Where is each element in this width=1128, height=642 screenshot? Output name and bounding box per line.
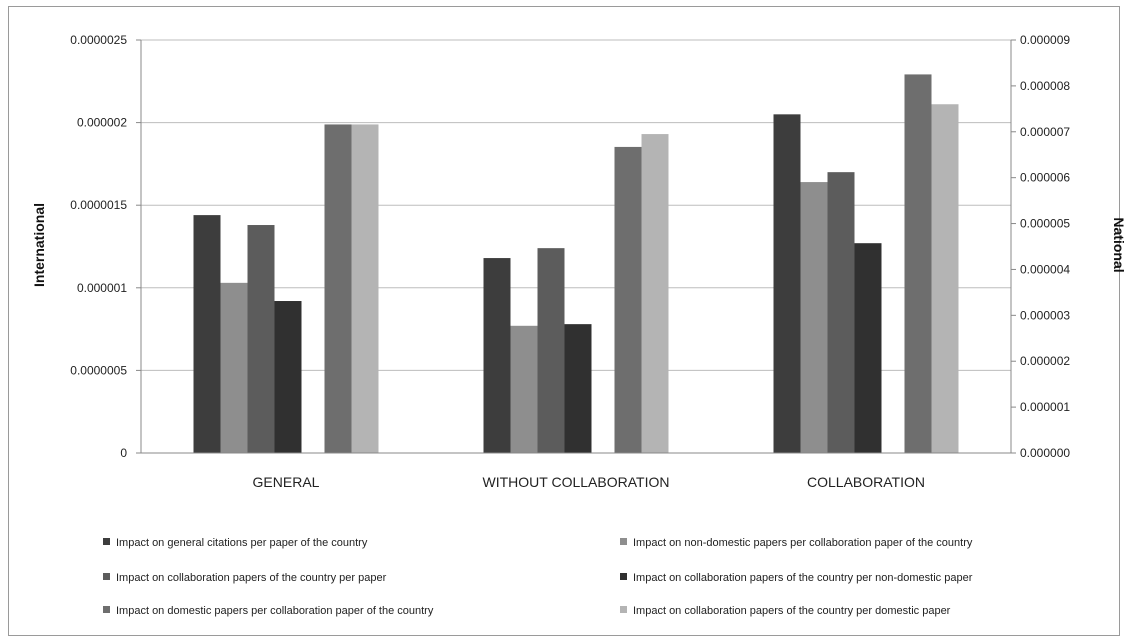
- legend-entry-label: Impact on collaboration papers of the co…: [116, 572, 387, 584]
- y-tick-label-right: 0.000009: [1020, 33, 1070, 47]
- legend-swatch: [620, 538, 627, 545]
- legend-swatch: [103, 606, 110, 613]
- bar: [274, 301, 302, 453]
- axes: 0 0.0000005 0.000001 0.0000015 0.000002 0.000…: [70, 33, 1070, 490]
- legend-entry-label: Impact on domestic papers per collaborat…: [116, 605, 434, 617]
- bar: [773, 114, 801, 453]
- y-tick-label-right: 0.000006: [1020, 171, 1070, 185]
- y-tick-label-right: 0.000004: [1020, 262, 1070, 276]
- bar: [351, 124, 379, 454]
- y-tick-label-left: 0.0000005: [70, 363, 127, 377]
- legend-swatch: [620, 573, 627, 580]
- chart-frame: [8, 6, 1120, 636]
- bar: [483, 258, 511, 453]
- legend-entry-label: Impact on collaboration papers of the co…: [633, 572, 973, 584]
- y-tick-label-left: 0: [120, 446, 127, 460]
- bar: [537, 248, 565, 453]
- y-tick-label-left: 0.0000025: [70, 33, 127, 47]
- bar: [193, 215, 221, 453]
- x-category-label: COLLABORATION: [807, 474, 925, 490]
- y-tick-label-right: 0.000005: [1020, 217, 1070, 231]
- bar: [800, 182, 828, 453]
- y-tick-label-left: 0.0000015: [70, 198, 127, 212]
- y-axis-title-left: International: [31, 203, 47, 287]
- legend-entry-label: Impact on general citations per paper of…: [116, 537, 368, 549]
- y-tick-label-left: 0.000002: [77, 116, 127, 130]
- bar: [220, 282, 248, 453]
- legend-swatch: [103, 538, 110, 545]
- y-tick-label-right: 0.000007: [1020, 125, 1070, 139]
- bar: [564, 324, 592, 453]
- y-tick-label-right: 0.000003: [1020, 308, 1070, 322]
- y-axis-title-right: National: [1111, 217, 1127, 272]
- y-tick-label-right: 0.000000: [1020, 446, 1070, 460]
- bars: [193, 74, 959, 454]
- bar: [614, 146, 642, 453]
- bar: [854, 243, 882, 453]
- legend-swatch: [620, 606, 627, 613]
- y-tick-label-right: 0.000002: [1020, 354, 1070, 368]
- legend: Impact on general citations per paper of…: [103, 537, 973, 617]
- legend-swatch: [103, 573, 110, 580]
- y-tick-label-right: 0.000001: [1020, 400, 1070, 414]
- y-tick-label-right: 0.000008: [1020, 79, 1070, 93]
- legend-entry-label: Impact on collaboration papers of the co…: [633, 605, 951, 617]
- bar: [247, 225, 275, 453]
- bar: [904, 74, 932, 454]
- x-category-label: GENERAL: [253, 474, 320, 490]
- bar: [931, 104, 959, 453]
- bar: [510, 325, 538, 453]
- x-category-label: WITHOUT COLLABORATION: [483, 474, 670, 490]
- bar: [641, 134, 669, 454]
- y-tick-label-left: 0.000001: [77, 281, 127, 295]
- bar: [827, 172, 855, 453]
- bar: [324, 124, 352, 454]
- legend-entry-label: Impact on non-domestic papers per collab…: [633, 537, 973, 549]
